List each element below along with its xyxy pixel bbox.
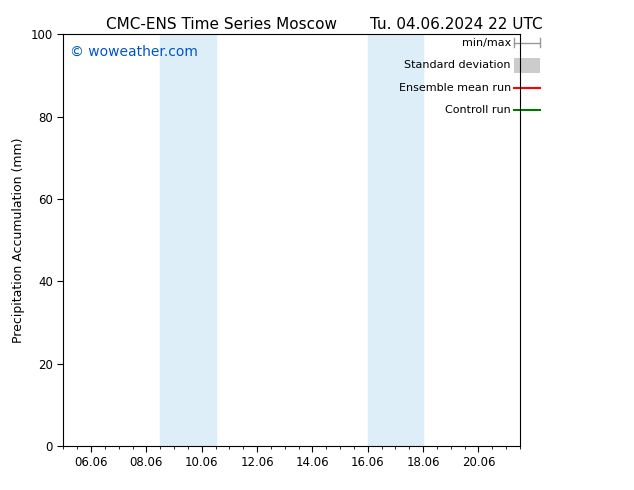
Y-axis label: Precipitation Accumulation (mm): Precipitation Accumulation (mm) (12, 137, 25, 343)
Text: Controll run: Controll run (445, 105, 511, 116)
Text: Standard deviation: Standard deviation (404, 60, 511, 70)
Text: CMC-ENS Time Series Moscow: CMC-ENS Time Series Moscow (107, 17, 337, 32)
Text: Ensemble mean run: Ensemble mean run (399, 83, 511, 93)
Text: Tu. 04.06.2024 22 UTC: Tu. 04.06.2024 22 UTC (370, 17, 543, 32)
Text: min/max: min/max (462, 38, 511, 48)
Bar (160, 34, 216, 446)
Text: © woweather.com: © woweather.com (70, 45, 198, 59)
FancyBboxPatch shape (514, 58, 540, 73)
Bar (368, 34, 423, 446)
